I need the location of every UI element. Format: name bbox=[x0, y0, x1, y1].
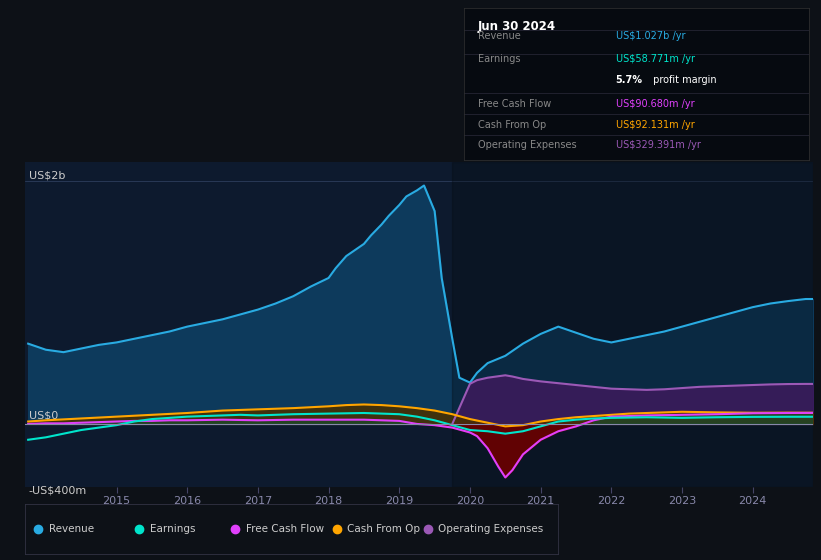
Text: Cash From Op: Cash From Op bbox=[347, 524, 420, 534]
Text: Free Cash Flow: Free Cash Flow bbox=[246, 524, 324, 534]
Bar bbox=[452, 162, 813, 487]
Text: US$2b: US$2b bbox=[29, 171, 65, 181]
Text: profit margin: profit margin bbox=[650, 75, 717, 85]
Text: Earnings: Earnings bbox=[150, 524, 195, 534]
Text: US$0: US$0 bbox=[29, 410, 57, 421]
Text: Operating Expenses: Operating Expenses bbox=[438, 524, 544, 534]
Text: 5.7%: 5.7% bbox=[616, 75, 643, 85]
Text: US$92.131m /yr: US$92.131m /yr bbox=[616, 120, 695, 130]
Text: Cash From Op: Cash From Op bbox=[478, 120, 546, 130]
Text: US$329.391m /yr: US$329.391m /yr bbox=[616, 140, 700, 150]
Text: US$58.771m /yr: US$58.771m /yr bbox=[616, 54, 695, 64]
Text: -US$400m: -US$400m bbox=[29, 486, 87, 496]
Text: Operating Expenses: Operating Expenses bbox=[478, 140, 576, 150]
Text: US$1.027b /yr: US$1.027b /yr bbox=[616, 31, 685, 41]
Text: Earnings: Earnings bbox=[478, 54, 521, 64]
Text: Jun 30 2024: Jun 30 2024 bbox=[478, 21, 556, 34]
Text: US$90.680m /yr: US$90.680m /yr bbox=[616, 99, 695, 109]
Text: Revenue: Revenue bbox=[48, 524, 94, 534]
Text: Revenue: Revenue bbox=[478, 31, 521, 41]
Text: Free Cash Flow: Free Cash Flow bbox=[478, 99, 551, 109]
